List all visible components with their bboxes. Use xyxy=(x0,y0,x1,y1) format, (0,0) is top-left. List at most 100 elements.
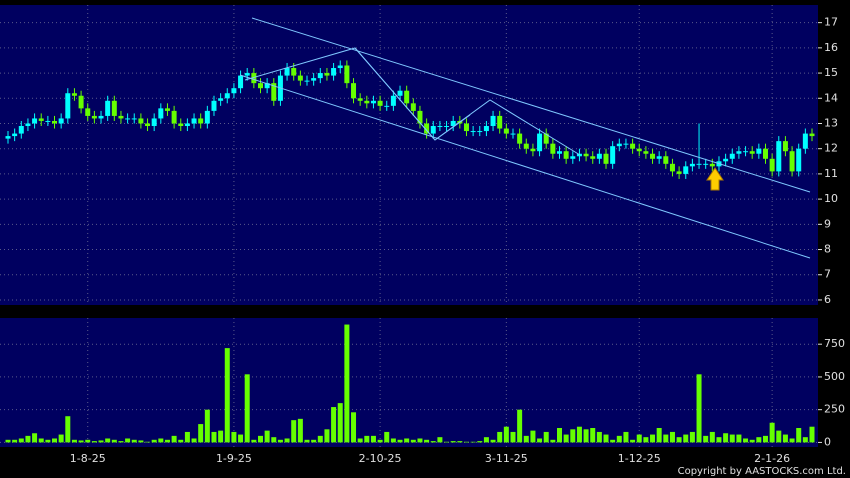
x-tick-label: 1-9-25 xyxy=(216,452,252,465)
candle-body xyxy=(497,115,503,129)
volume-bar xyxy=(397,439,403,443)
volume-bar xyxy=(530,430,536,443)
candle-body xyxy=(357,98,363,101)
volume-bar xyxy=(131,439,137,443)
volume-bar xyxy=(105,438,111,443)
volume-bar xyxy=(596,431,602,443)
volume-bar xyxy=(523,435,529,443)
candle-body xyxy=(537,133,543,152)
volume-bar xyxy=(437,437,443,443)
candle-body xyxy=(38,118,44,121)
volume-bar xyxy=(570,429,576,443)
volume-bar xyxy=(709,431,715,443)
candle-body xyxy=(729,153,735,159)
volume-bar xyxy=(151,439,157,443)
volume-bar xyxy=(231,431,237,443)
volume-bar xyxy=(736,434,742,443)
volume-bar xyxy=(91,441,97,443)
candle-body xyxy=(52,120,58,124)
volume-bar xyxy=(264,430,270,443)
candle-body xyxy=(111,100,117,116)
candle-body xyxy=(311,78,317,81)
volume-bar xyxy=(204,409,210,443)
volume-bar xyxy=(351,412,357,443)
candle-body xyxy=(630,143,636,149)
candle-body xyxy=(762,148,768,159)
volume-bar xyxy=(424,439,430,443)
volume-bar xyxy=(297,418,303,443)
trend-line xyxy=(251,17,811,193)
y-tick-label: 15 xyxy=(824,66,838,79)
volume-bar xyxy=(337,403,343,443)
volume-bar xyxy=(510,431,516,443)
volume-bar xyxy=(331,407,337,443)
candle-body xyxy=(5,136,11,139)
candle-body xyxy=(397,90,403,96)
volume-bar xyxy=(517,409,523,443)
volume-bar xyxy=(796,428,802,443)
candle-body xyxy=(636,148,642,152)
candle-body xyxy=(796,148,802,172)
volume-bar xyxy=(756,437,762,443)
candle-body xyxy=(802,133,808,149)
candle-body xyxy=(145,123,151,127)
volume-bar xyxy=(58,434,64,443)
x-tick-label: 3-11-25 xyxy=(485,452,528,465)
candle-body xyxy=(158,108,164,119)
candle-body xyxy=(304,80,310,82)
volume-bar xyxy=(723,433,729,443)
candle-body xyxy=(264,83,270,89)
candle-body xyxy=(65,93,71,119)
candle-body xyxy=(98,115,104,119)
candle-body xyxy=(131,118,137,120)
volume-panel xyxy=(0,318,818,447)
volume-bar xyxy=(603,434,609,443)
candle-body xyxy=(271,83,277,101)
volume-bar xyxy=(357,438,363,443)
candle-body xyxy=(224,93,230,99)
volume-bar xyxy=(344,324,350,443)
volume-bar xyxy=(184,431,190,443)
candle-body xyxy=(623,143,629,145)
y-tick-label: 12 xyxy=(824,142,838,155)
volume-bar xyxy=(125,438,131,443)
candle-body xyxy=(125,118,131,120)
volume-bar xyxy=(211,431,217,443)
volume-bar xyxy=(38,438,44,443)
volume-bar xyxy=(789,438,795,443)
candle-body xyxy=(769,158,775,172)
candle-body xyxy=(45,120,51,122)
volume-bar xyxy=(676,437,682,443)
candle-body xyxy=(563,151,569,159)
candle-body xyxy=(337,65,343,69)
candle-body xyxy=(789,151,795,172)
candle-body xyxy=(703,163,709,165)
volume-bar xyxy=(32,433,38,443)
volume-bar xyxy=(470,441,476,443)
candle-body xyxy=(437,126,443,128)
volume-bar xyxy=(158,438,164,443)
candle-body xyxy=(689,163,695,167)
volume-bar xyxy=(683,434,689,443)
y-tick-label: 14 xyxy=(824,91,838,104)
volume-bar xyxy=(503,426,509,443)
volume-bar xyxy=(689,431,695,443)
volume-bar xyxy=(610,439,616,443)
volume-bar xyxy=(716,437,722,443)
candle-body xyxy=(809,133,815,137)
candle-body xyxy=(251,73,257,84)
volume-bar xyxy=(483,437,489,443)
volume-bar xyxy=(404,438,410,443)
volume-bar xyxy=(749,439,755,443)
candle-body xyxy=(171,110,177,124)
x-tick-label: 2-1-26 xyxy=(754,452,790,465)
candle-body xyxy=(424,123,430,134)
candle-body xyxy=(517,133,523,144)
volume-bar xyxy=(71,439,77,443)
candle-body xyxy=(244,73,250,76)
volume-bar xyxy=(430,441,436,443)
candle-body xyxy=(204,110,210,124)
candle-body xyxy=(743,151,749,153)
candle-body xyxy=(317,73,323,79)
candle-body xyxy=(530,148,536,152)
